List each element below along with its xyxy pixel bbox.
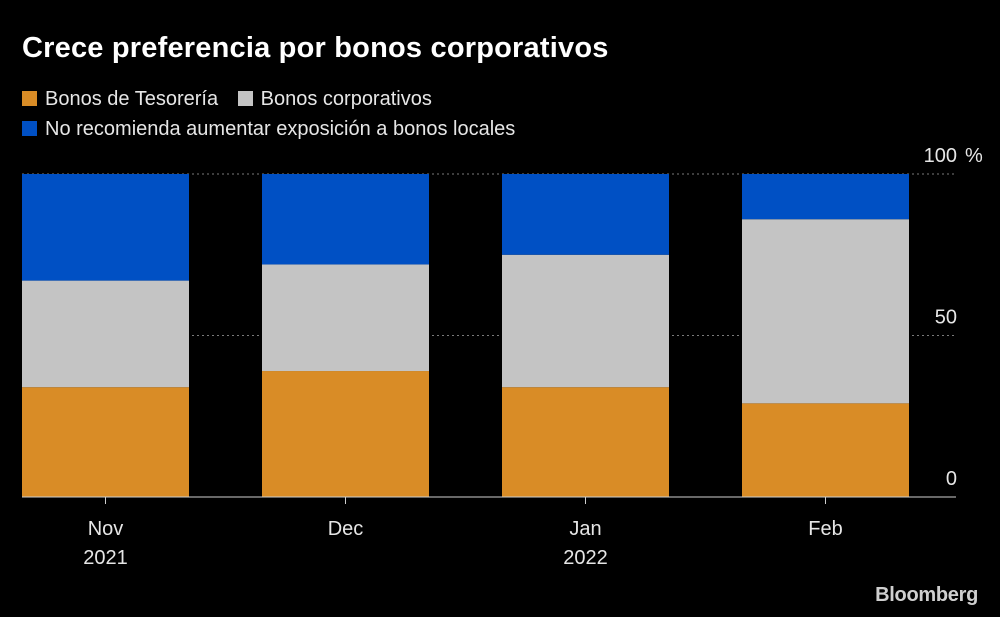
x-tick-label: Feb: [808, 518, 842, 540]
bar-segment: [262, 174, 429, 265]
bar-segment: [502, 387, 669, 497]
x-tick-label: Dec: [328, 518, 364, 540]
legend-item-no-recommend: No recomienda aumentar exposición a bono…: [22, 114, 515, 144]
bar-segment: [22, 174, 189, 281]
legend-label-corporate: Bonos corporativos: [260, 88, 432, 110]
bar-segment: [262, 371, 429, 497]
x-tick-sublabel: 2021: [83, 547, 128, 569]
legend-label-treasury: Bonos de Tesorería: [45, 88, 219, 110]
bar-segment: [22, 387, 189, 497]
bar-segment: [742, 219, 909, 404]
legend-label-no-recommend: No recomienda aumentar exposición a bono…: [45, 118, 516, 140]
y-unit-label: %: [965, 145, 983, 167]
legend-item-corporate: Bonos corporativos: [237, 84, 432, 114]
x-tick-label: Nov: [88, 518, 124, 540]
bar-segment: [742, 403, 909, 497]
legend: Bonos de Tesorería Bonos corporativos No…: [22, 84, 982, 144]
y-tick-label: 0: [946, 468, 957, 490]
legend-swatch-corporate: [237, 91, 253, 106]
x-tick-sublabel: 2022: [563, 547, 608, 569]
y-tick-label: 100: [924, 145, 957, 167]
y-tick-label: 50: [935, 307, 957, 329]
bar-segment: [262, 264, 429, 372]
bloomberg-logo: Bloomberg: [875, 584, 978, 606]
x-tick-label: Jan: [569, 518, 601, 540]
bar-segment: [22, 280, 189, 388]
legend-swatch-treasury: [22, 91, 37, 106]
bar-segment: [742, 174, 909, 220]
bar-segment: [502, 174, 669, 255]
chart-title: Crece preferencia por bonos corporativos: [22, 32, 609, 64]
bar-segment: [502, 254, 669, 388]
legend-swatch-no-recommend: [22, 121, 37, 136]
legend-item-treasury: Bonos de Tesorería: [22, 84, 218, 114]
